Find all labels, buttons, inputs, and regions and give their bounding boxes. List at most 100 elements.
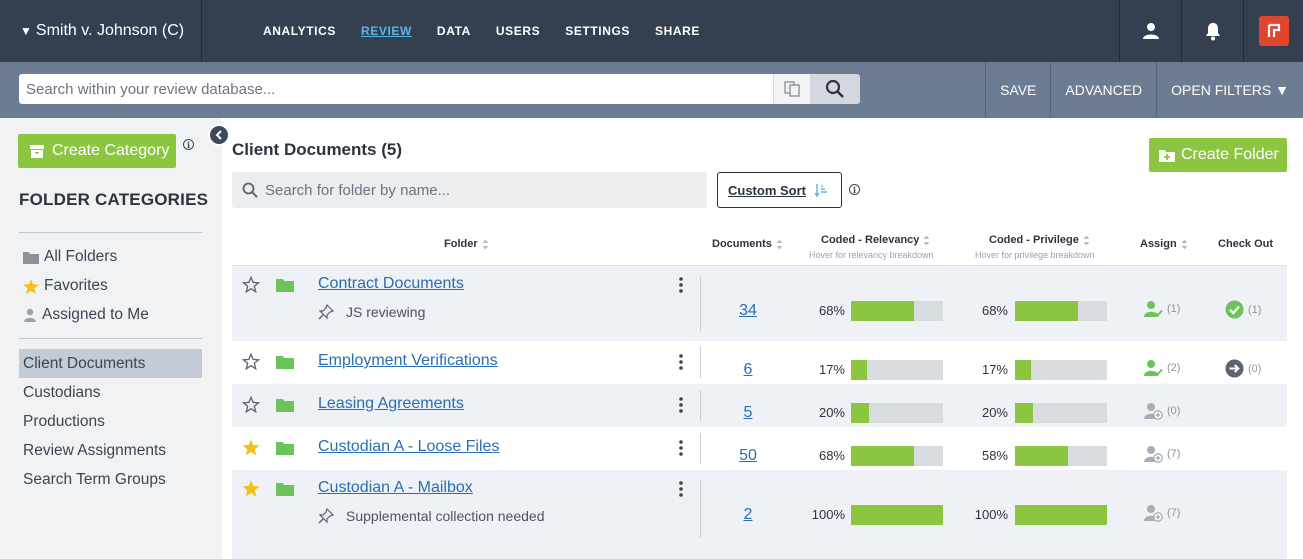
save-button[interactable]: SAVE [985,62,1050,118]
privilege-percent: 17% [981,362,1008,377]
review-search-input[interactable]: Search within your review database... [19,74,773,104]
folder-note: JS reviewing [318,304,425,320]
relevancy-progress-bar[interactable] [851,403,943,423]
more-options-icon[interactable] [679,354,683,370]
folder-icon [276,355,294,369]
table-row: Custodian A - Mailbox Supplemental collec… [232,470,1287,548]
open-filters-button[interactable]: OPEN FILTERS ▼ [1156,62,1303,118]
divider [19,232,202,233]
folder-search-placeholder: Search for folder by name... [265,181,451,199]
nav-data[interactable]: DATA [436,24,471,38]
case-selector[interactable]: ▼ Smith v. Johnson (C) [0,0,202,62]
copy-button[interactable] [773,74,810,104]
nav-review[interactable]: REVIEW [360,24,412,38]
column-header-documents[interactable]: Documents [712,238,783,250]
notifications-button[interactable] [1181,0,1243,62]
favorite-star-icon[interactable] [242,276,260,293]
create-category-button[interactable]: Create Category [18,134,176,168]
privilege-hint: Hover for privilege breakdown [975,250,1095,260]
relevancy-percent: 68% [818,303,845,318]
search-icon [825,79,844,98]
relevancy-progress-bar[interactable] [851,446,943,466]
checkout-button[interactable]: (0) [1225,359,1261,378]
assign-count: (7) [1167,448,1181,460]
folder-name-link[interactable]: Employment Verifications [318,352,498,369]
app-logo-button[interactable] [1243,0,1303,62]
favorite-star-icon[interactable] [242,480,260,497]
sidebar-item-assigned-to-me[interactable]: Assigned to Me [23,306,149,324]
folder-name-link[interactable]: Contract Documents [318,275,464,292]
search-button[interactable] [810,74,860,104]
folder-name-link[interactable]: Leasing Agreements [318,395,464,412]
nav-share[interactable]: SHARE [655,24,701,38]
sidebar-item-review-assignments[interactable]: Review Assignments [23,441,167,459]
sidebar-item-search-term-groups[interactable]: Search Term Groups [23,470,166,488]
more-options-icon[interactable] [679,481,683,497]
advanced-button[interactable]: ADVANCED [1050,62,1156,118]
documents-count-link[interactable]: 5 [743,404,753,421]
column-header-relevancy[interactable]: Coded - Relevancy [821,234,930,246]
relevancy-percent: 68% [818,448,845,463]
user-menu-button[interactable] [1119,0,1181,62]
chevron-left-icon [215,130,222,140]
collapse-sidebar-button[interactable] [208,124,230,146]
checkout-count: (1) [1248,303,1262,316]
sort-arrows-icon [923,235,930,246]
more-options-icon[interactable] [679,397,683,413]
user-add-icon [1143,504,1163,522]
folder-name-link[interactable]: Custodian A - Mailbox [318,479,473,496]
sidebar-item-favorites[interactable]: Favorites [23,277,108,295]
nav-settings[interactable]: SETTINGS [565,24,631,38]
relevancy-percent: 100% [811,507,845,522]
privilege-progress-bar[interactable] [1015,360,1107,380]
assign-button[interactable]: (7) [1143,445,1180,463]
divider [700,390,701,421]
documents-count-link[interactable]: 50 [739,447,757,464]
privilege-percent: 58% [981,448,1008,463]
relevancy-progress-bar[interactable] [851,505,943,525]
more-options-icon[interactable] [679,277,683,293]
relevancy-progress-bar[interactable] [851,360,943,380]
sort-arrows-icon [1083,235,1090,246]
nav-users[interactable]: USERS [495,24,541,38]
folder-search-input[interactable]: Search for folder by name... [232,172,707,208]
assign-button[interactable]: (0) [1143,402,1180,420]
assign-button[interactable]: (7) [1143,504,1180,522]
checkout-button[interactable]: (1) [1225,300,1261,319]
relevancy-progress-bar[interactable] [851,301,943,321]
sidebar-item-all-folders[interactable]: All Folders [23,248,117,266]
create-folder-button[interactable]: Create Folder [1149,138,1287,172]
sidebar-item-client-documents[interactable]: Client Documents [19,349,202,378]
assign-button[interactable]: (2) [1143,359,1180,377]
favorite-star-icon[interactable] [242,439,260,456]
privilege-progress-bar[interactable] [1015,505,1107,525]
info-icon[interactable]: i [849,184,860,195]
info-icon[interactable]: i [183,139,194,150]
divider [700,433,701,464]
favorite-star-icon[interactable] [242,353,260,370]
user-check-icon [1143,359,1163,377]
assign-button[interactable]: (1) [1143,300,1180,318]
more-options-icon[interactable] [679,440,683,456]
column-header-folder[interactable]: Folder [444,238,489,250]
main-nav: ANALYTICS REVIEW DATA USERS SETTINGS SHA… [263,0,725,62]
sidebar-item-productions[interactable]: Productions [23,412,105,430]
nav-analytics[interactable]: ANALYTICS [263,24,336,38]
privilege-progress-bar[interactable] [1015,301,1107,321]
nav-icons [1119,0,1303,62]
documents-count-link[interactable]: 34 [739,302,757,319]
column-header-privilege[interactable]: Coded - Privilege [989,234,1090,246]
case-name: Smith v. Johnson (C) [35,22,185,39]
documents-count-link[interactable]: 2 [743,506,753,523]
table-row: Custodian A - Loose Files 50 68% 58% (7) [232,427,1287,470]
column-header-assign[interactable]: Assign [1140,238,1188,250]
documents-count-link[interactable]: 6 [743,361,753,378]
table-header-divider [232,265,1287,266]
folder-name-link[interactable]: Custodian A - Loose Files [318,438,500,455]
sidebar-item-custodians[interactable]: Custodians [23,383,101,401]
privilege-progress-bar[interactable] [1015,403,1107,423]
folder-note: Supplemental collection needed [318,508,544,524]
privilege-progress-bar[interactable] [1015,446,1107,466]
custom-sort-button[interactable]: Custom Sort [717,172,842,208]
favorite-star-icon[interactable] [242,396,260,413]
